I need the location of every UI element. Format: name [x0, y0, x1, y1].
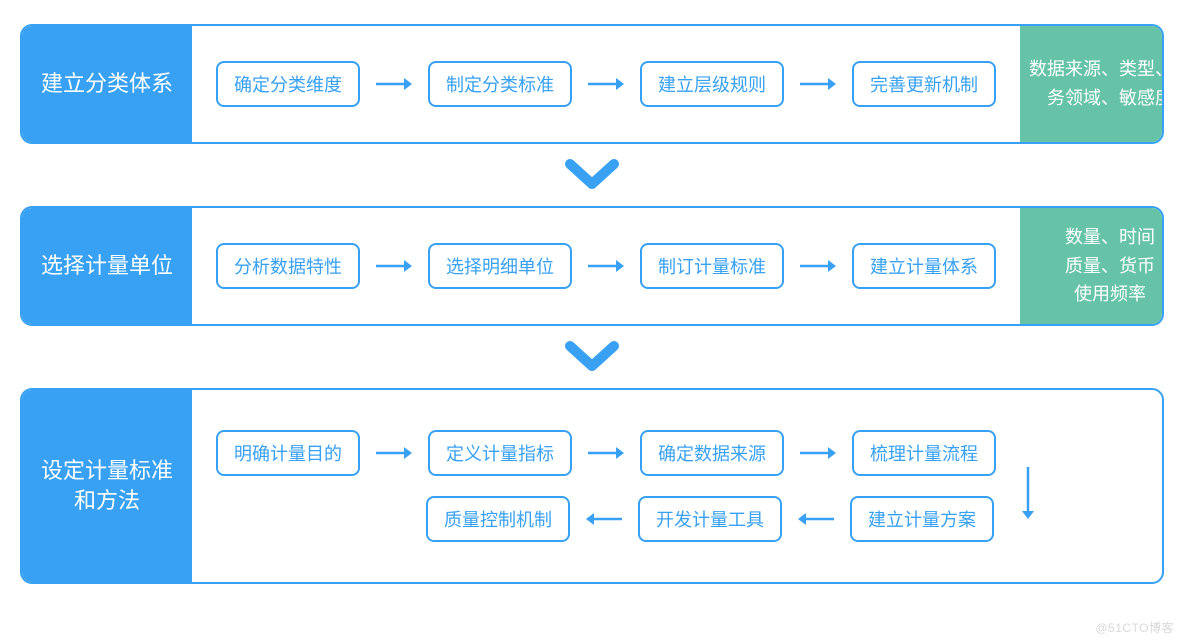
stage-annotation: 数据来源、类型、业务领域、敏感度	[1020, 26, 1164, 142]
arrow-right-icon	[800, 257, 836, 275]
stage-annotation: 数量、时间质量、货币使用频率	[1020, 208, 1164, 324]
stage-steps: 确定分类维度 制定分类标准 建立层级规则 完善更新机制	[192, 26, 1020, 142]
step-box: 明确计量目的	[216, 430, 360, 476]
arrow-left-icon	[798, 510, 834, 528]
step-box: 分析数据特性	[216, 243, 360, 289]
steps-line-bottom: 质量控制机制 开发计量工具 建立计量方案	[216, 496, 1138, 542]
step-box: 开发计量工具	[638, 496, 782, 542]
step-box: 制订计量标准	[640, 243, 784, 289]
stage-row-1: 建立分类体系 确定分类维度 制定分类标准 建立层级规则 完善更新机制 数据来源、…	[20, 24, 1164, 144]
stage-label: 设定计量标准和方法	[22, 390, 192, 582]
step-box: 建立层级规则	[640, 61, 784, 107]
arrow-right-icon	[588, 75, 624, 93]
step-box: 梳理计量流程	[852, 430, 996, 476]
arrow-right-icon	[376, 75, 412, 93]
chevron-down-icon	[20, 158, 1164, 192]
stage-label: 选择计量单位	[22, 208, 192, 324]
stage-steps: 明确计量目的 定义计量指标 确定数据来源 梳理计量流程 质量控制机制 开发计量工…	[192, 390, 1162, 582]
arrow-right-icon	[800, 444, 836, 462]
step-box: 确定分类维度	[216, 61, 360, 107]
steps-line-top: 明确计量目的 定义计量指标 确定数据来源 梳理计量流程	[216, 430, 1138, 476]
arrow-right-icon	[376, 444, 412, 462]
arrow-right-icon	[588, 444, 624, 462]
stage-steps: 分析数据特性 选择明细单位 制订计量标准 建立计量体系	[192, 208, 1020, 324]
step-box: 完善更新机制	[852, 61, 996, 107]
step-box: 选择明细单位	[428, 243, 572, 289]
step-box: 制定分类标准	[428, 61, 572, 107]
stage-row-3: 设定计量标准和方法 明确计量目的 定义计量指标 确定数据来源 梳理计量流程 质量…	[20, 388, 1164, 584]
arrow-right-icon	[588, 257, 624, 275]
step-box: 建立计量方案	[850, 496, 994, 542]
step-box: 确定数据来源	[640, 430, 784, 476]
stage-label: 建立分类体系	[22, 26, 192, 142]
chevron-down-icon	[20, 340, 1164, 374]
step-box: 质量控制机制	[426, 496, 570, 542]
stage-row-2: 选择计量单位 分析数据特性 选择明细单位 制订计量标准 建立计量体系 数量、时间…	[20, 206, 1164, 326]
arrow-right-icon	[800, 75, 836, 93]
step-box: 建立计量体系	[852, 243, 996, 289]
arrow-left-icon	[586, 510, 622, 528]
watermark: @51CTO博客	[1095, 619, 1174, 636]
step-box: 定义计量指标	[428, 430, 572, 476]
arrow-right-icon	[376, 257, 412, 275]
